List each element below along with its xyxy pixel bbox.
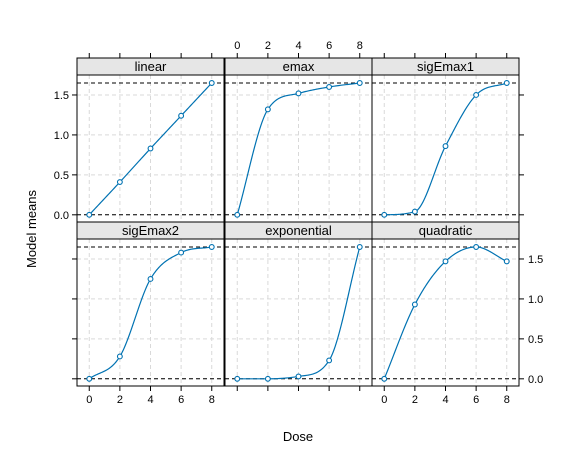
data-point-sigEmax1	[411, 208, 418, 215]
y-tick-label: 1.5	[54, 90, 69, 102]
strip-label-sigEmax1: sigEmax1	[417, 59, 474, 74]
data-point-exponential	[326, 357, 333, 364]
y-tick-label: 1.0	[528, 294, 543, 306]
data-point-sigEmax2	[116, 353, 123, 360]
data-point-sigEmax1	[503, 80, 510, 86]
panel-linear: linear	[76, 57, 225, 223]
data-point-sigEmax2	[147, 275, 154, 282]
data-point-linear	[178, 112, 185, 119]
panel-emax: emax	[224, 57, 373, 223]
data-point-exponential	[295, 373, 302, 380]
x-tick-label: 8	[357, 40, 363, 52]
y-axis-label: Model means	[24, 189, 39, 268]
strip-label-sigEmax2: sigEmax2	[122, 223, 179, 238]
data-point-quadratic	[381, 375, 388, 382]
data-point-quadratic	[473, 244, 480, 250]
data-point-emax	[234, 211, 241, 218]
data-point-quadratic	[442, 258, 449, 265]
x-tick-label: 6	[178, 394, 184, 406]
x-tick-label: 8	[504, 394, 510, 406]
data-point-sigEmax2	[178, 249, 185, 256]
y-tick-label: 0.0	[528, 374, 543, 386]
x-tick-label: 2	[412, 394, 418, 406]
panel-sigEmax2: sigEmax2	[76, 221, 225, 387]
x-tick-label: 4	[295, 40, 301, 52]
x-tick-label: 6	[326, 40, 332, 52]
data-point-quadratic	[503, 258, 510, 265]
data-point-linear	[86, 211, 93, 218]
x-tick-label: 8	[209, 394, 215, 406]
panel-exponential: exponential	[224, 221, 373, 387]
x-tick-label: 2	[265, 40, 271, 52]
x-axis-label: Dose	[283, 429, 313, 444]
x-tick-label: 0	[86, 394, 92, 406]
x-tick-label: 4	[442, 394, 448, 406]
data-point-linear	[208, 80, 215, 86]
data-point-emax	[356, 80, 363, 86]
data-point-linear	[147, 145, 154, 152]
data-point-sigEmax2	[86, 375, 93, 382]
y-tick-label: 1.5	[528, 254, 543, 266]
panel-quadratic: quadratic	[371, 221, 520, 387]
data-point-sigEmax1	[381, 211, 388, 218]
y-tick-label: 0.5	[54, 170, 69, 182]
data-point-quadratic	[411, 301, 418, 308]
data-point-emax	[326, 84, 333, 90]
data-point-emax	[264, 106, 271, 113]
y-tick-label: 1.0	[54, 130, 69, 142]
x-tick-label: 4	[147, 394, 153, 406]
strip-label-quadratic: quadratic	[419, 223, 473, 238]
strip-label-exponential: exponential	[265, 223, 332, 238]
y-tick-label: 0.5	[528, 334, 543, 346]
data-point-linear	[116, 179, 123, 186]
x-tick-label: 0	[381, 394, 387, 406]
data-point-sigEmax1	[442, 143, 449, 150]
data-point-exponential	[264, 375, 271, 382]
panel-sigEmax1: sigEmax1	[371, 57, 520, 223]
data-point-exponential	[234, 375, 241, 382]
axes: 0 2 4 6 8 0 2 4 6 8 0 2 4 6 8 0.0 0.5 1.0 1.5 0.0 0.5 1.0 1.5	[54, 40, 544, 406]
x-tick-label: 2	[117, 394, 123, 406]
y-tick-label: 0.0	[54, 210, 69, 222]
x-tick-label: 0	[234, 40, 240, 52]
data-point-emax	[295, 90, 302, 97]
x-tick-label: 6	[473, 394, 479, 406]
data-point-sigEmax2	[208, 244, 215, 250]
strip-label-emax: emax	[283, 59, 315, 74]
strip-label-linear: linear	[135, 59, 167, 74]
data-point-exponential	[356, 244, 363, 250]
data-point-sigEmax1	[473, 92, 480, 98]
